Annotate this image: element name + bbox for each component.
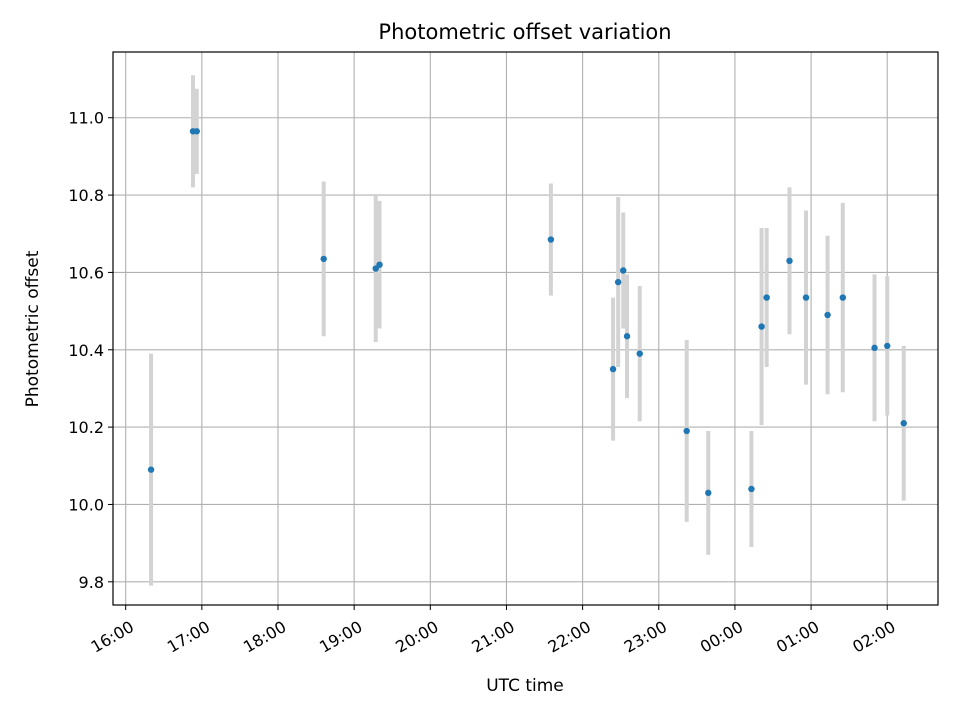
- y-tick-label: 9.8: [79, 573, 104, 592]
- data-point: [147, 466, 155, 473]
- x-tick-label: 00:00: [697, 617, 746, 657]
- x-axis-label: UTC time: [486, 676, 564, 696]
- x-tick-label: 02:00: [849, 617, 898, 657]
- data-point: [884, 342, 891, 350]
- x-tick-label: 18:00: [240, 617, 289, 657]
- data-point: [683, 427, 690, 435]
- data-point: [824, 311, 831, 319]
- data-point: [786, 257, 793, 265]
- x-axis-ticks: 16:00 17:00 18:00 19:00 20:00 21:00 22:00 23:00…: [88, 605, 899, 657]
- data-point: [802, 294, 810, 301]
- grid-lines: [113, 52, 938, 605]
- x-tick-label: 20:00: [392, 617, 441, 657]
- x-tick-label: 19:00: [316, 617, 365, 657]
- x-tick-label: 22:00: [545, 617, 594, 657]
- y-tick-label: 10.6: [68, 263, 104, 282]
- y-axis-label: Photometric offset: [23, 250, 43, 407]
- chart-title: Photometric offset variation: [378, 20, 671, 44]
- data-point: [614, 278, 622, 286]
- data-point: [609, 365, 617, 373]
- plot-frame: [112, 51, 939, 606]
- data-point: [193, 128, 200, 135]
- y-tick-label: 10.0: [68, 495, 104, 514]
- data-point: [705, 489, 712, 497]
- data-point: [839, 294, 847, 301]
- data-point: [636, 350, 643, 357]
- y-tick-label: 11.0: [68, 109, 104, 128]
- x-tick-label: 16:00: [88, 617, 137, 657]
- data-point: [871, 344, 878, 352]
- data-point: [623, 333, 631, 340]
- data-point: [758, 323, 765, 330]
- data-point: [320, 255, 327, 263]
- x-tick-label: 17:00: [164, 617, 213, 657]
- data-point: [376, 261, 383, 268]
- x-tick-label: 01:00: [773, 617, 822, 657]
- x-tick-label: 23:00: [621, 617, 670, 657]
- y-axis-ticks: 9.8 10.0 10.2 10.4 10.6 10.8 11.0: [68, 109, 113, 592]
- data-point: [900, 420, 907, 427]
- data-point: [763, 294, 770, 301]
- y-tick-label: 10.8: [68, 186, 104, 205]
- error-bars: [149, 75, 906, 586]
- data-point: [620, 267, 627, 274]
- y-tick-label: 10.4: [68, 341, 104, 360]
- x-tick-label: 21:00: [468, 617, 517, 657]
- data-points: [147, 128, 907, 497]
- data-point: [748, 485, 755, 493]
- data-point: [547, 236, 555, 243]
- y-tick-label: 10.2: [68, 418, 104, 437]
